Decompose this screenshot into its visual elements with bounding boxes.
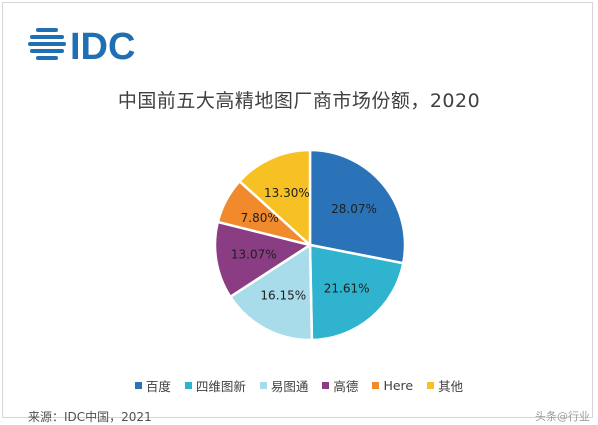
slice-label-2: 16.15% [260, 288, 306, 302]
pie-slice-5 [237, 148, 312, 248]
legend-item-4: Here [372, 376, 413, 395]
legend-item-5: 其他 [427, 376, 463, 395]
legend-swatch-5 [427, 382, 435, 389]
legend-label-0: 百度 [145, 379, 171, 394]
pie-slice-1 [308, 243, 405, 342]
watermark: 头条@行业 [535, 410, 590, 423]
legend-swatch-3 [322, 382, 330, 389]
idc-logo: IDC [28, 26, 135, 66]
idc-globe-icon [28, 28, 66, 60]
legend-swatch-2 [259, 382, 267, 389]
legend-label-4: Here [383, 378, 414, 393]
pie-slice-0 [308, 148, 407, 265]
legend-label-2: 易图通 [270, 379, 309, 394]
legend-item-3: 高德 [322, 376, 358, 395]
chart-title: 中国前五大高精地图厂商市场份额，2020 [117, 90, 481, 112]
legend-item-0: 百度 [134, 376, 171, 395]
slice-label-3: 13.07% [231, 247, 277, 261]
legend-swatch-4 [372, 382, 380, 389]
source-note: 来源：IDC中国，2021 [28, 410, 152, 424]
slice-label-4: 7.80% [241, 211, 279, 225]
pie-slice-3 [213, 220, 314, 299]
chart-legend: 百度 四维图新 易图通 高德 Here 其他 [0, 376, 598, 395]
legend-label-5: 其他 [438, 379, 464, 394]
slice-label-0: 28.07% [331, 202, 377, 216]
slice-label-5: 13.30% [264, 186, 310, 200]
legend-label-3: 高德 [333, 379, 359, 394]
legend-label-1: 四维图新 [195, 379, 246, 394]
legend-item-2: 易图通 [259, 376, 309, 395]
idc-logo-text: IDC [70, 26, 135, 66]
legend-swatch-0 [134, 382, 142, 389]
legend-item-1: 四维图新 [184, 376, 246, 395]
slice-label-1: 21.61% [324, 282, 370, 296]
pie-slice-2 [228, 242, 314, 342]
legend-swatch-1 [184, 382, 192, 389]
